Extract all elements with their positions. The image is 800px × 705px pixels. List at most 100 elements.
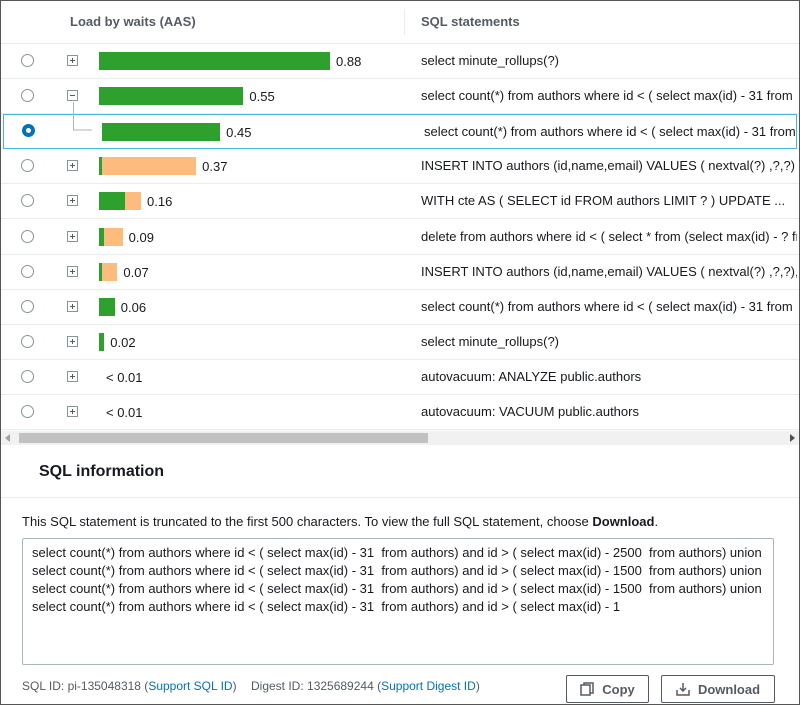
sql-line: select count(*) from authors where id < … (32, 545, 762, 560)
expand-toggle[interactable] (67, 335, 78, 347)
expand-toggle[interactable] (67, 55, 78, 66)
expand-toggle[interactable] (67, 90, 78, 102)
scroll-right[interactable] (788, 434, 796, 442)
sql-line: select count(*) from authors where id < … (32, 563, 762, 578)
sql-statement: select count(*) from authors where id < … (421, 298, 797, 314)
table-row[interactable]: 0.37 INSERT INTO authors (id,name,email) … (1, 149, 799, 185)
sql-link[interactable]: select count(*) from authors where id < … (424, 124, 799, 140)
download-button[interactable]: Download (661, 675, 775, 703)
divider (1, 43, 799, 44)
expand-toggle[interactable] (67, 195, 78, 207)
load-value: 0.55 (249, 89, 275, 105)
radio-button[interactable] (22, 124, 35, 138)
load-value: < 0.01 (106, 405, 143, 420)
scroll-left[interactable] (4, 434, 12, 442)
expand-toggle[interactable] (67, 265, 78, 277)
table-row[interactable]: < 0.01 autovacuum: ANALYZE public.authors (1, 360, 799, 395)
sql-statement: autovacuum: VACUUM public.authors (421, 404, 797, 419)
download-icon (676, 683, 690, 696)
notice-end: . (654, 514, 659, 529)
sql-text-area[interactable]: select count(*) from authors where id < … (22, 538, 774, 665)
sql-link[interactable]: INSERT INTO authors (id,name,email) VALU… (421, 158, 796, 174)
sql-statement: INSERT INTO authors (id,name,email) VALU… (421, 263, 797, 279)
scrollbar[interactable] (1, 431, 799, 445)
radio-button[interactable] (21, 334, 34, 348)
radio-button[interactable] (21, 194, 34, 208)
notice-text: This SQL statement is truncated to the f… (22, 514, 593, 529)
expand-toggle[interactable] (67, 230, 78, 242)
sql-link[interactable]: autovacuum: VACUUM public.authors (421, 404, 639, 419)
copy-icon (580, 682, 594, 696)
sql-id: SQL ID: pi-135048318 (Support SQL ID) (22, 679, 237, 693)
tree-connector (73, 102, 92, 131)
load-value: 0.09 (128, 229, 154, 245)
sql-statement: delete from authors where id < ( select … (421, 228, 797, 244)
load-bar-segment (101, 262, 118, 281)
divider (404, 9, 405, 35)
table-row[interactable]: 0.06 select count(*) from authors where i… (1, 290, 799, 325)
load-bar-segment (125, 192, 141, 211)
table-row[interactable]: 0.02 select minute_rollups(?) (1, 325, 799, 360)
expand-toggle[interactable] (67, 160, 78, 172)
radio-button[interactable] (21, 369, 34, 383)
sql-link[interactable]: select minute_rollups(?) (421, 333, 560, 349)
copy-button[interactable]: Copy (566, 675, 649, 703)
sql-statement: INSERT INTO authors (id,name,email) VALU… (421, 158, 797, 174)
load-value: 0.02 (110, 334, 136, 350)
expand-toggle[interactable] (67, 300, 78, 312)
load-bar-segment (99, 52, 330, 70)
notice: This SQL statement is truncated to the f… (22, 514, 658, 529)
support-digest-id-link[interactable]: Support Digest ID (381, 679, 476, 693)
radio-button[interactable] (21, 54, 34, 67)
radio-button[interactable] (21, 89, 34, 103)
load-value: 0.06 (120, 299, 147, 315)
radio-button[interactable] (21, 159, 34, 173)
table-row[interactable]: 0.16 WITH cte AS ( SELECT id FROM authors… (1, 184, 799, 220)
expand-toggle[interactable] (67, 370, 78, 382)
sql-link[interactable]: WITH cte AS ( SELECT id FROM authors LIM… (421, 193, 786, 209)
notice-bold: Download (592, 514, 655, 529)
support-sql-id-link[interactable]: Support SQL ID (148, 679, 233, 693)
sql-statement: select minute_rollups(?) (421, 53, 797, 68)
load-bar-segment (99, 297, 115, 316)
sql-link[interactable]: delete from authors where id < ( select … (421, 228, 797, 244)
scroll-thumb[interactable] (19, 433, 428, 443)
download-label: Download (697, 681, 761, 697)
table-row[interactable]: 0.09 delete from authors where id < ( sel… (1, 220, 799, 255)
table-row[interactable]: 0.07 INSERT INTO authors (id,name,email) … (1, 255, 799, 290)
load-bar-segment (99, 157, 102, 176)
digest-id-end: ) (475, 679, 480, 693)
load-bar-segment (101, 157, 197, 176)
digest-id-text: Digest ID: 1325689244 ( (251, 679, 382, 693)
sql-link[interactable]: select minute_rollups(?) (421, 53, 560, 68)
load-bar-segment (99, 262, 102, 281)
radio-button[interactable] (21, 264, 34, 278)
load-bar-segment (99, 227, 105, 246)
sql-statement: WITH cte AS ( SELECT id FROM authors LIM… (421, 193, 797, 209)
load-bar-segment (99, 87, 244, 106)
radio-button[interactable] (21, 229, 34, 243)
load-bar-segment (104, 227, 123, 246)
divider (1, 497, 799, 498)
digest-id: Digest ID: 1325689244 (Support Digest ID… (251, 679, 480, 693)
table-row[interactable]: < 0.01 autovacuum: VACUUM public.authors (1, 395, 799, 430)
sql-link[interactable]: INSERT INTO authors (id,name,email) VALU… (421, 263, 797, 279)
section-title: SQL information (39, 463, 165, 480)
expand-toggle[interactable] (67, 406, 78, 417)
sql-id-text: SQL ID: pi-135048318 ( (22, 679, 149, 693)
sql-line: select count(*) from authors where id < … (32, 599, 621, 614)
sql-statement: select count(*) from authors where id < … (421, 88, 797, 104)
load-value: 0.16 (147, 194, 173, 210)
load-value: 0.37 (202, 159, 228, 175)
table-row[interactable]: 0.55 select count(*) from authors where i… (1, 79, 799, 115)
radio-button[interactable] (21, 299, 34, 313)
table-row[interactable]: 0.45 select count(*) from authors where i… (3, 114, 799, 150)
sql-link[interactable]: select count(*) from authors where id < … (421, 88, 797, 104)
sql-link[interactable]: autovacuum: ANALYZE public.authors (421, 368, 642, 384)
sql-link[interactable]: select count(*) from authors where id < … (421, 298, 797, 314)
column-header: SQL statements (421, 14, 520, 29)
radio-button[interactable] (21, 405, 34, 418)
sql-line: select count(*) from authors where id < … (32, 581, 762, 596)
table-row[interactable]: 0.88 select minute_rollups(?) (1, 44, 799, 79)
load-bar-segment (99, 332, 105, 351)
